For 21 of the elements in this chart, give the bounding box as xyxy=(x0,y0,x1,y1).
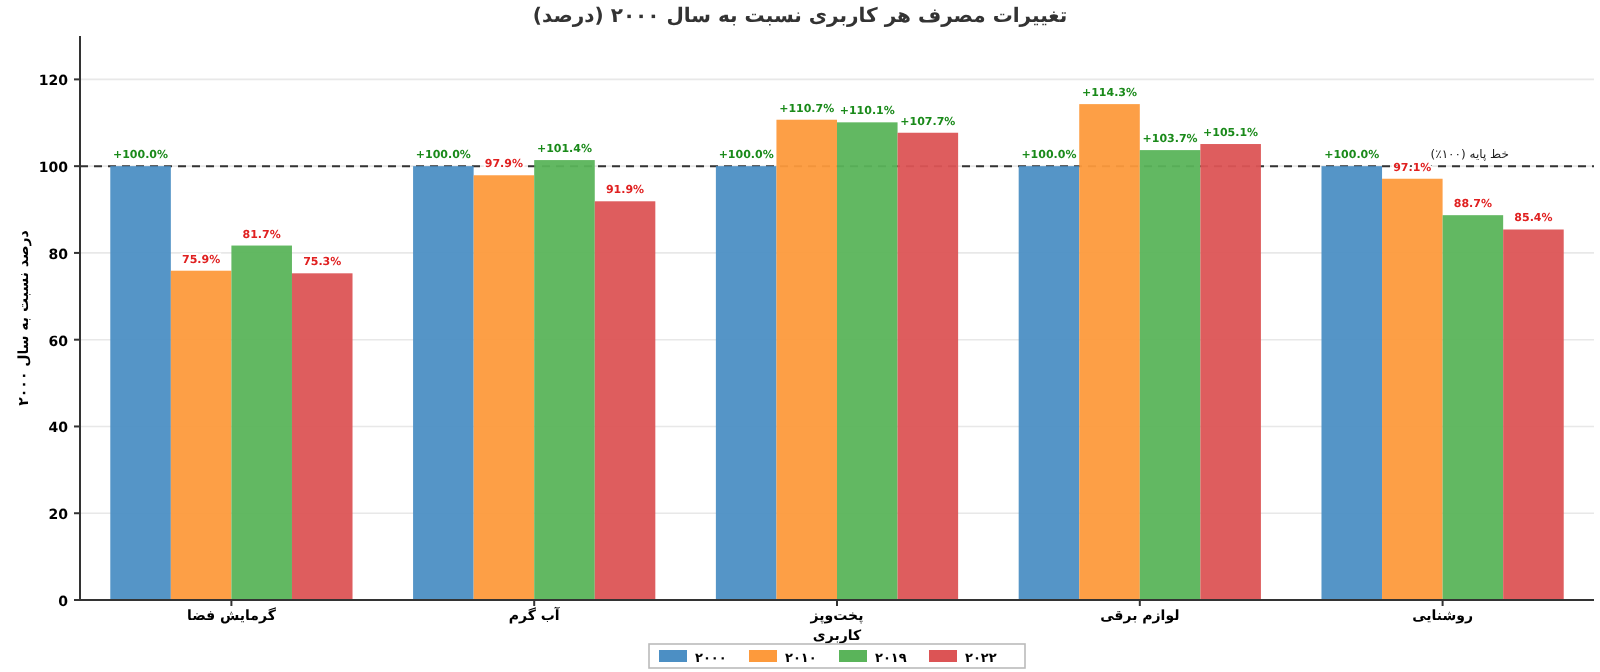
bar xyxy=(1503,229,1564,600)
bar xyxy=(1139,150,1201,600)
chart-title: تغییرات مصرف هر کاربری نسبت به سال ۲۰۰۰ (درصد) xyxy=(532,6,1068,28)
bar xyxy=(1382,178,1443,600)
bar xyxy=(1200,144,1261,600)
bar xyxy=(291,273,353,600)
bar xyxy=(1321,166,1383,600)
bar xyxy=(413,166,474,600)
bar xyxy=(594,201,656,600)
bar xyxy=(1018,166,1080,600)
bar xyxy=(897,132,959,600)
bar xyxy=(715,166,777,600)
bar xyxy=(776,119,837,600)
bar xyxy=(534,160,595,600)
bar xyxy=(473,175,535,600)
bar xyxy=(1079,104,1140,600)
bar xyxy=(1442,215,1504,600)
bar xyxy=(837,122,898,600)
bar xyxy=(170,270,232,600)
bar xyxy=(110,166,171,600)
bar xyxy=(231,245,292,600)
